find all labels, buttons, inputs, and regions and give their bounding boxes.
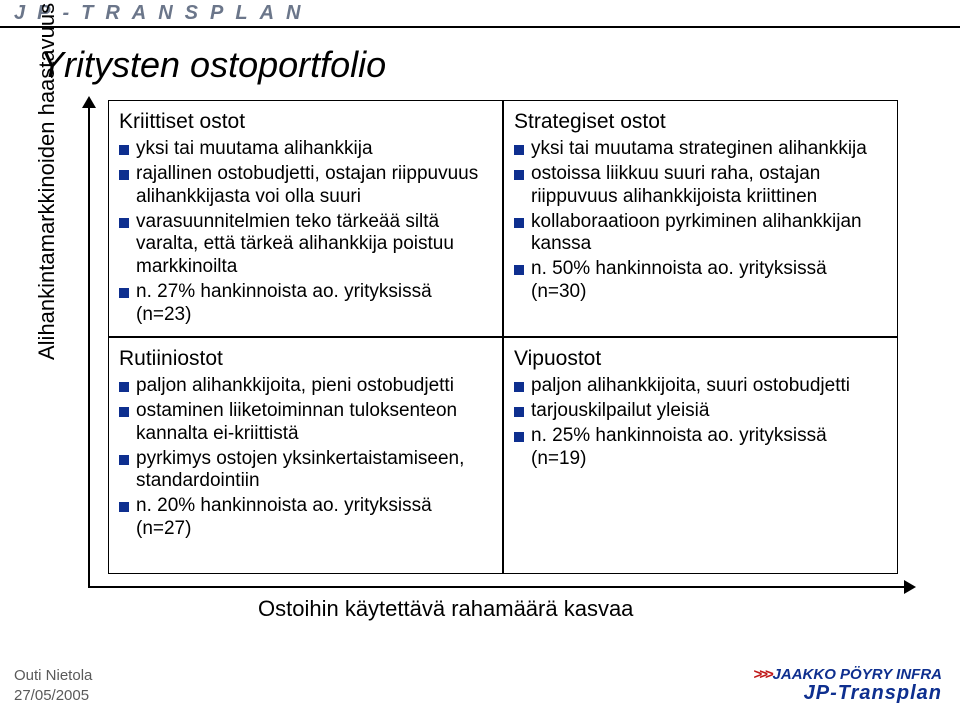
bullet-row: yksi tai muutama alihankkija [119,138,492,161]
cell-heading: Rutiiniostot [119,346,492,371]
cell-strategiset-ostot: Strategiset ostot yksi tai muutama strat… [503,100,898,337]
bullet-text: ostaminen liiketoiminnan tuloksenteon ka… [136,400,492,446]
bullet-text: kollaboraatioon pyrkiminen alihankkijan … [531,211,887,257]
y-axis-line [88,104,90,588]
bullet-text: pyrkimys ostojen yksinkertaistamiseen, s… [136,448,492,494]
bullet-row: n. 50% hankinnoista ao. yrityksissä (n=3… [514,258,887,304]
bullet-text: yksi tai muutama alihankkija [136,138,492,161]
bullet-row: paljon alihankkijoita, suuri ostobudjett… [514,375,887,398]
bullet-text: rajallinen ostobudjetti, ostajan riippuv… [136,163,492,209]
bullet-icon [119,170,129,180]
y-axis-label: Alihankintamarkkinoiden haastavuus kasva… [34,0,60,360]
header-bar: JP-TRANSPLAN [0,0,960,28]
bullet-row: yksi tai muutama strateginen alihankkija [514,138,887,161]
bullet-icon [514,145,524,155]
bullet-text: paljon alihankkijoita, pieni ostobudjett… [136,375,492,398]
bullet-text: n. 50% hankinnoista ao. yrityksissä (n=3… [531,258,887,304]
footer-left: Outi Nietola 27/05/2005 [14,666,92,705]
bullet-icon [514,170,524,180]
bullet-icon [119,455,129,465]
bullet-text: varasuunnitelmien teko tärkeää siltä var… [136,211,492,279]
bullet-row: varasuunnitelmien teko tärkeää siltä var… [119,211,492,279]
bullet-text: tarjouskilpailut yleisiä [531,400,887,423]
bullet-icon [514,265,524,275]
bullet-icon [514,218,524,228]
bullet-row: rajallinen ostobudjetti, ostajan riippuv… [119,163,492,209]
footer-logo-bottom: JP-Transplan [753,682,942,705]
x-axis-arrow-icon [904,580,916,594]
bullet-text: paljon alihankkijoita, suuri ostobudjett… [531,375,887,398]
matrix-2x2: Kriittiset ostot yksi tai muutama alihan… [108,100,898,574]
bullet-row: ostoissa liikkuu suuri raha, ostajan rii… [514,163,887,209]
footer-logo: >>>JAAKKO PÖYRY INFRA JP-Transplan [753,667,942,705]
bullet-text: n. 20% hankinnoista ao. yrityksissä (n=2… [136,495,492,541]
cell-vipuostot: Vipuostot paljon alihankkijoita, suuri o… [503,337,898,574]
bullet-row: n. 27% hankinnoista ao. yrityksissä (n=2… [119,281,492,327]
bullet-icon [514,432,524,442]
bullet-text: yksi tai muutama strateginen alihankkija [531,138,887,161]
bullet-icon [514,407,524,417]
bullet-row: pyrkimys ostojen yksinkertaistamiseen, s… [119,448,492,494]
page-title: Yritysten ostoportfolio [40,44,386,86]
bullet-text: n. 25% hankinnoista ao. yrityksissä (n=1… [531,425,887,471]
bullet-icon [119,502,129,512]
footer-author: Outi Nietola [14,666,92,686]
bullet-icon [119,407,129,417]
bullet-row: ostaminen liiketoiminnan tuloksenteon ka… [119,400,492,446]
cell-heading: Vipuostot [514,346,887,371]
cell-rutiiniostot: Rutiiniostot paljon alihankkijoita, pien… [108,337,503,574]
x-axis-line [88,586,908,588]
bullet-icon [119,145,129,155]
bullet-text: ostoissa liikkuu suuri raha, ostajan rii… [531,163,887,209]
bullet-row: n. 25% hankinnoista ao. yrityksissä (n=1… [514,425,887,471]
x-axis-label: Ostoihin käytettävä rahamäärä kasvaa [258,596,633,622]
bullet-icon [119,218,129,228]
bullet-row: tarjouskilpailut yleisiä [514,400,887,423]
bullet-icon [119,382,129,392]
cell-kriittiset-ostot: Kriittiset ostot yksi tai muutama alihan… [108,100,503,337]
footer-logo-top-text: JAAKKO PÖYRY INFRA [773,666,942,683]
footer-date: 27/05/2005 [14,686,92,706]
y-axis-arrow-icon [82,96,96,108]
footer-logo-top: >>>JAAKKO PÖYRY INFRA [753,667,942,682]
cell-heading: Strategiset ostot [514,109,887,134]
bullet-row: kollaboraatioon pyrkiminen alihankkijan … [514,211,887,257]
bullet-row: paljon alihankkijoita, pieni ostobudjett… [119,375,492,398]
bullet-icon [514,382,524,392]
logo-arrows-icon: >>> [753,666,770,683]
bullet-text: n. 27% hankinnoista ao. yrityksissä (n=2… [136,281,492,327]
cell-heading: Kriittiset ostot [119,109,492,134]
bullet-icon [119,288,129,298]
bullet-row: n. 20% hankinnoista ao. yrityksissä (n=2… [119,495,492,541]
